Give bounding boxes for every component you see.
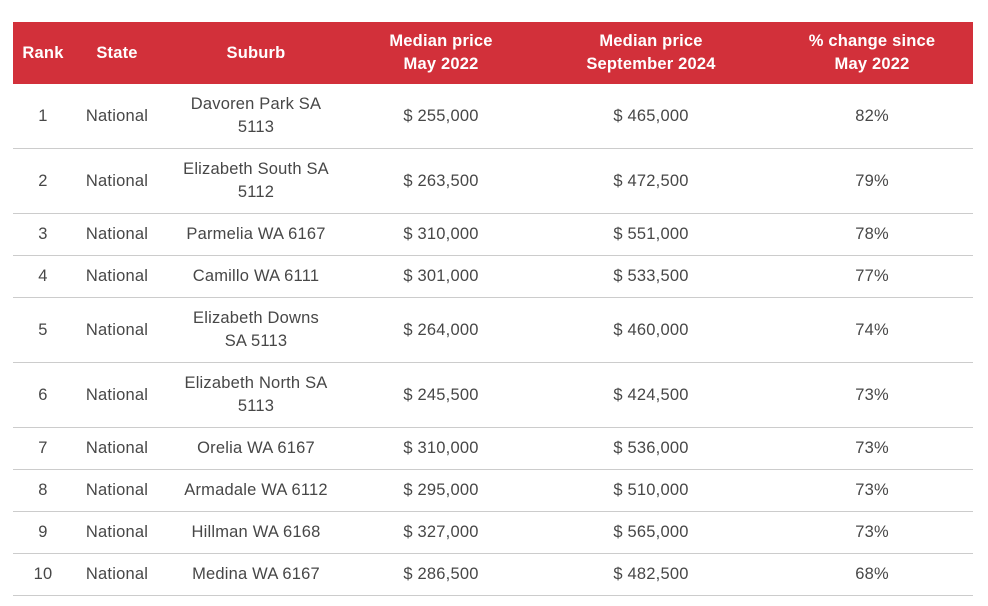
cell-state: National bbox=[73, 362, 161, 428]
cell-pct-change: 77% bbox=[771, 255, 973, 298]
cell-pct-change: 78% bbox=[771, 213, 973, 256]
cell-rank: 6 bbox=[13, 362, 73, 428]
cell-pct-change: 73% bbox=[771, 469, 973, 512]
cell-median-price-sep: $ 510,000 bbox=[531, 469, 771, 512]
cell-suburb: Elizabeth North SA 5113 bbox=[161, 362, 351, 428]
table-row: 7 National Orelia WA 6167 $ 310,000 $ 53… bbox=[13, 427, 973, 470]
cell-median-price-sep: $ 424,500 bbox=[531, 362, 771, 428]
table-row: 2 National Elizabeth South SA 5112 $ 263… bbox=[13, 148, 973, 214]
cell-median-price-sep: $ 551,000 bbox=[531, 213, 771, 256]
cell-median-price-may: $ 295,000 bbox=[351, 469, 531, 512]
cell-suburb: Camillo WA 6111 bbox=[161, 255, 351, 298]
cell-state: National bbox=[73, 148, 161, 214]
cell-suburb: Hillman WA 6168 bbox=[161, 511, 351, 554]
cell-suburb: Orelia WA 6167 bbox=[161, 427, 351, 470]
header-median-price-sep: Median price September 2024 bbox=[531, 22, 771, 84]
cell-rank: 3 bbox=[13, 213, 73, 256]
cell-pct-change: 73% bbox=[771, 511, 973, 554]
cell-pct-change: 68% bbox=[771, 553, 973, 596]
cell-median-price-may: $ 310,000 bbox=[351, 213, 531, 256]
cell-state: National bbox=[73, 297, 161, 363]
table-row: 8 National Armadale WA 6112 $ 295,000 $ … bbox=[13, 469, 973, 512]
cell-state: National bbox=[73, 255, 161, 298]
cell-state: National bbox=[73, 511, 161, 554]
header-pct-change: % change since May 2022 bbox=[771, 22, 973, 84]
table-row: 9 National Hillman WA 6168 $ 327,000 $ 5… bbox=[13, 511, 973, 554]
cell-pct-change: 82% bbox=[771, 84, 973, 149]
cell-median-price-sep: $ 465,000 bbox=[531, 84, 771, 149]
cell-pct-change: 79% bbox=[771, 148, 973, 214]
cell-median-price-may: $ 264,000 bbox=[351, 297, 531, 363]
cell-rank: 2 bbox=[13, 148, 73, 214]
table-row: 4 National Camillo WA 6111 $ 301,000 $ 5… bbox=[13, 255, 973, 298]
cell-suburb: Elizabeth Downs SA 5113 bbox=[161, 297, 351, 363]
cell-suburb: Parmelia WA 6167 bbox=[161, 213, 351, 256]
header-median-price-may: Median price May 2022 bbox=[351, 22, 531, 84]
table-row: 5 National Elizabeth Downs SA 5113 $ 264… bbox=[13, 297, 973, 363]
cell-median-price-sep: $ 533,500 bbox=[531, 255, 771, 298]
cell-rank: 7 bbox=[13, 427, 73, 470]
cell-median-price-may: $ 263,500 bbox=[351, 148, 531, 214]
cell-median-price-may: $ 301,000 bbox=[351, 255, 531, 298]
cell-state: National bbox=[73, 213, 161, 256]
cell-median-price-may: $ 245,500 bbox=[351, 362, 531, 428]
header-suburb: Suburb bbox=[161, 22, 351, 84]
table-row: 10 National Medina WA 6167 $ 286,500 $ 4… bbox=[13, 553, 973, 596]
cell-suburb: Armadale WA 6112 bbox=[161, 469, 351, 512]
cell-rank: 1 bbox=[13, 84, 73, 149]
table-header-row: Rank State Suburb Median price May 2022 … bbox=[13, 22, 973, 84]
cell-suburb: Davoren Park SA 5113 bbox=[161, 84, 351, 149]
header-rank: Rank bbox=[13, 22, 73, 84]
cell-median-price-may: $ 286,500 bbox=[351, 553, 531, 596]
cell-suburb: Elizabeth South SA 5112 bbox=[161, 148, 351, 214]
suburb-price-table: Rank State Suburb Median price May 2022 … bbox=[13, 22, 973, 596]
cell-median-price-sep: $ 460,000 bbox=[531, 297, 771, 363]
cell-rank: 9 bbox=[13, 511, 73, 554]
cell-state: National bbox=[73, 553, 161, 596]
cell-median-price-may: $ 255,000 bbox=[351, 84, 531, 149]
cell-suburb: Medina WA 6167 bbox=[161, 553, 351, 596]
table-row: 3 National Parmelia WA 6167 $ 310,000 $ … bbox=[13, 213, 973, 256]
table-row: 1 National Davoren Park SA 5113 $ 255,00… bbox=[13, 84, 973, 149]
cell-rank: 10 bbox=[13, 553, 73, 596]
cell-pct-change: 73% bbox=[771, 427, 973, 470]
cell-state: National bbox=[73, 469, 161, 512]
table-body: 1 National Davoren Park SA 5113 $ 255,00… bbox=[13, 84, 973, 596]
cell-rank: 8 bbox=[13, 469, 73, 512]
cell-pct-change: 74% bbox=[771, 297, 973, 363]
cell-median-price-sep: $ 536,000 bbox=[531, 427, 771, 470]
suburb-price-table-wrap: Rank State Suburb Median price May 2022 … bbox=[13, 22, 973, 596]
cell-state: National bbox=[73, 427, 161, 470]
cell-median-price-sep: $ 472,500 bbox=[531, 148, 771, 214]
cell-rank: 5 bbox=[13, 297, 73, 363]
table-header: Rank State Suburb Median price May 2022 … bbox=[13, 22, 973, 84]
cell-rank: 4 bbox=[13, 255, 73, 298]
cell-median-price-sep: $ 482,500 bbox=[531, 553, 771, 596]
cell-median-price-may: $ 327,000 bbox=[351, 511, 531, 554]
table-row: 6 National Elizabeth North SA 5113 $ 245… bbox=[13, 362, 973, 428]
cell-median-price-may: $ 310,000 bbox=[351, 427, 531, 470]
header-state: State bbox=[73, 22, 161, 84]
cell-median-price-sep: $ 565,000 bbox=[531, 511, 771, 554]
cell-state: National bbox=[73, 84, 161, 149]
cell-pct-change: 73% bbox=[771, 362, 973, 428]
